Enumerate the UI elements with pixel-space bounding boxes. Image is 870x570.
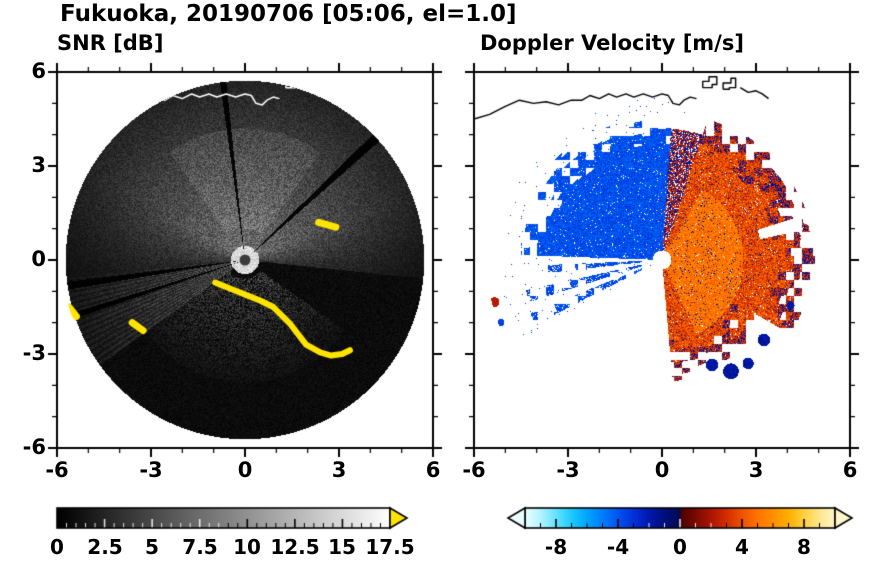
snr-colorbar-label: 10 [233,535,261,559]
snr-colorbar-label: 17.5 [365,535,415,559]
vel-colorbar-label: -4 [606,535,630,559]
x-tick-label: 0 [237,458,253,482]
x-tick-label: 3 [748,458,764,482]
x-tick-label: -6 [45,458,69,482]
vel-colorbar-label: -8 [544,535,568,559]
vel-colorbar-label: 8 [797,535,811,559]
snr-colorbar-label: 5 [145,535,159,559]
x-tick-label: -3 [556,458,580,482]
y-tick-label: 0 [31,247,46,271]
snr-panel-title: SNR [dB] [57,31,164,55]
snr-colorbar-label: 15 [328,535,356,559]
snr-colorbar-label: 12.5 [270,535,320,559]
figure-title: Fukuoka, 20190706 [05:06, el=1.0] [60,1,517,27]
x-tick-label: 3 [331,458,347,482]
vel-colorbar-label: 4 [735,535,749,559]
x-tick-label: 0 [654,458,670,482]
y-tick-label: -6 [22,435,46,459]
x-tick-label: 6 [842,458,858,482]
y-tick-label: 6 [31,59,46,83]
x-tick-label: -3 [139,458,163,482]
snr-colorbar-label: 2.5 [87,535,123,559]
vel-colorbar-label: 0 [673,535,687,559]
x-tick-label: -6 [462,458,486,482]
y-tick-label: 3 [31,153,46,177]
vel-panel-title: Doppler Velocity [m/s] [480,31,744,55]
x-tick-label: 6 [425,458,441,482]
snr-colorbar-label: 7.5 [182,535,218,559]
y-tick-label: -3 [22,341,46,365]
snr-colorbar-label: 0 [50,535,64,559]
